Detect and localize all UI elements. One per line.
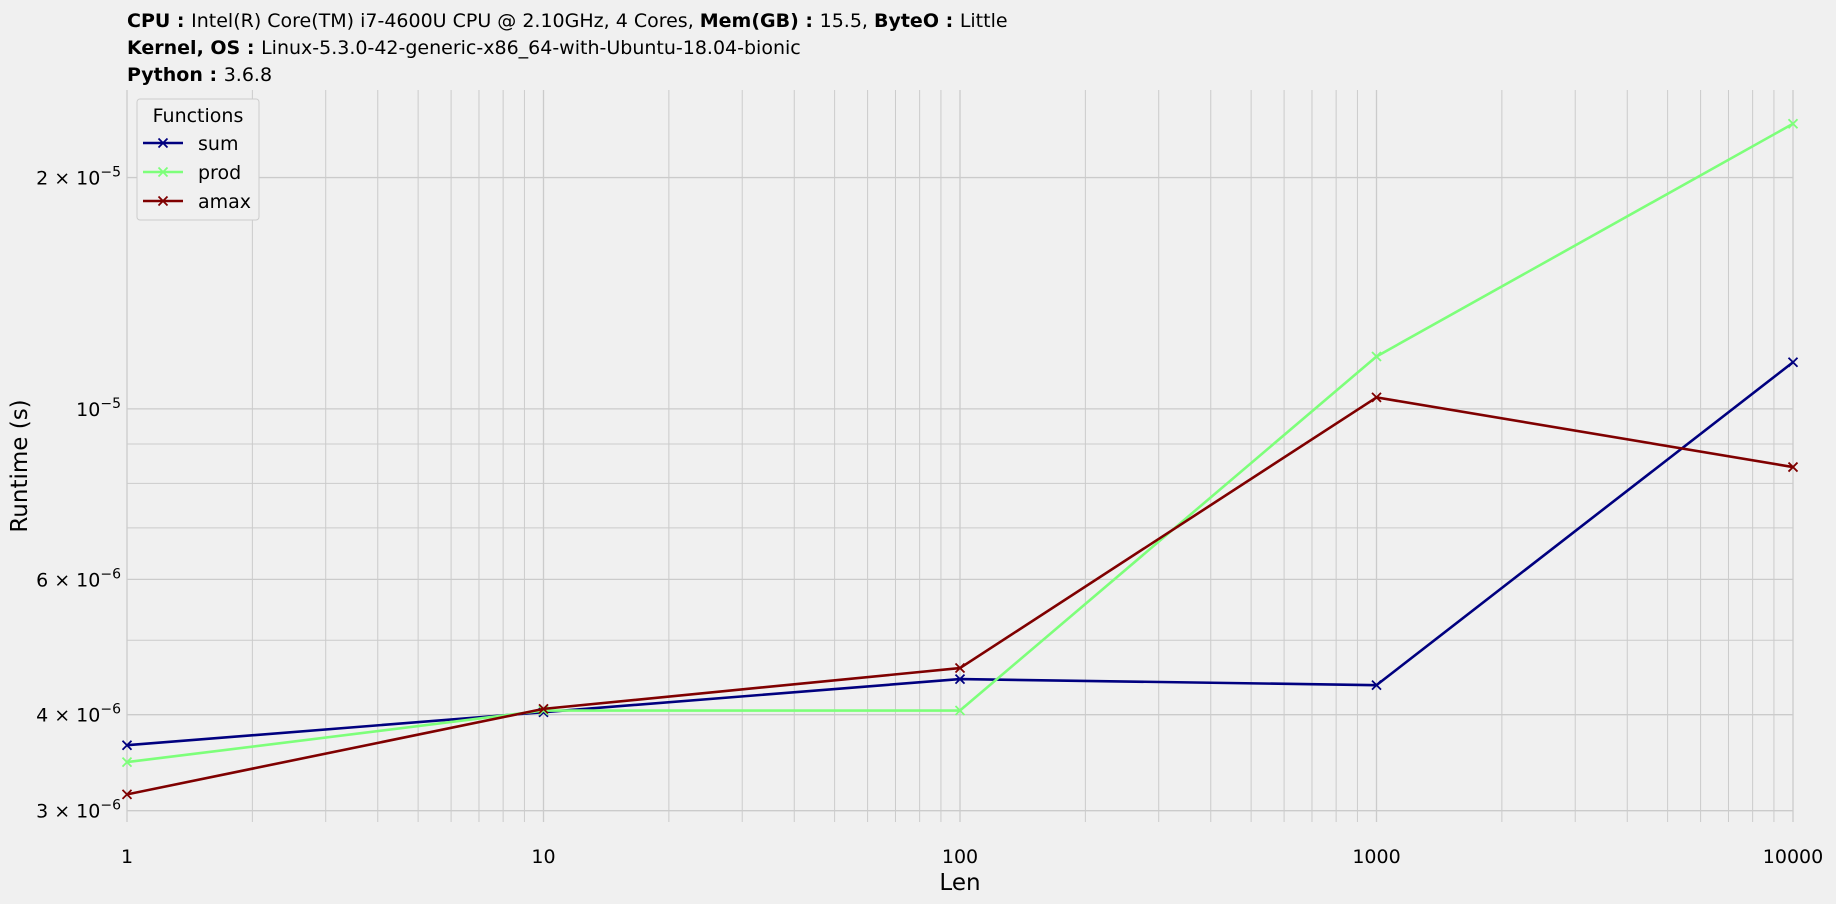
cpu-label: CPU <box>127 10 170 32</box>
kernel-colon: : <box>240 37 261 59</box>
python-line: Python : 3.6.8 <box>127 64 272 86</box>
legend-title: Functions <box>153 105 244 127</box>
kernel-value: Linux-5.3.0-42-generic-x86_64-with-Ubunt… <box>261 37 801 59</box>
kernel-line: Kernel, OS : Linux-5.3.0-42-generic-x86_… <box>127 37 801 59</box>
legend-marker-sum <box>157 137 169 149</box>
x-tick-labels: 1 10 100 1000 10000 <box>121 846 1823 868</box>
x-tick-label: 1 <box>121 846 133 868</box>
x-tick-label: 100 <box>942 846 978 868</box>
data-point-amax <box>1371 392 1382 403</box>
data-point-prod <box>1787 118 1799 129</box>
data-point-prod <box>121 756 133 768</box>
legend: Functions sum prod amax <box>136 98 260 221</box>
byteo-value: Little <box>960 10 1008 32</box>
legend-marker-amax <box>157 195 169 207</box>
byteo-colon: : <box>939 10 960 32</box>
kernel-label: Kernel, OS <box>127 37 240 59</box>
cpu-value: Intel(R) Core(TM) i7-4600U CPU @ 2.10GHz… <box>191 10 694 32</box>
data-point-sum <box>954 673 966 685</box>
data-point-prod <box>1371 351 1382 362</box>
legend-box <box>136 98 260 221</box>
system-info-header: CPU : Intel(R) Core(TM) i7-4600U CPU @ 2… <box>127 10 1008 86</box>
y-tick-label: 4 × 10−6 <box>36 702 121 727</box>
data-point-sum <box>1371 680 1382 691</box>
data-point-amax <box>1787 461 1799 473</box>
x-tick-label: 10000 <box>1763 846 1823 868</box>
data-point-amax <box>538 703 549 715</box>
y-tick-label: 10−5 <box>76 396 121 421</box>
legend-label-prod: prod <box>198 162 241 184</box>
y-axis-label: Runtime (s) <box>7 399 33 532</box>
series-lines <box>121 118 1799 800</box>
cpu-line: CPU : Intel(R) Core(TM) i7-4600U CPU @ 2… <box>127 10 1008 32</box>
grid <box>126 90 1794 822</box>
data-point-sum <box>121 740 133 751</box>
python-label: Python <box>127 64 203 86</box>
x-tick-label: 10 <box>531 846 555 868</box>
y-tick-label: 2 × 10−5 <box>36 165 121 190</box>
data-point-amax <box>121 789 133 800</box>
y-tick-label: 3 × 10−6 <box>36 798 121 823</box>
cpu-colon: : <box>170 10 191 32</box>
legend-label-sum: sum <box>198 133 238 155</box>
x-axis-label: Len <box>939 870 980 896</box>
series-amax <box>121 392 1799 800</box>
legend-label-amax: amax <box>198 191 251 213</box>
data-point-amax <box>954 662 966 674</box>
series-sum <box>121 357 1799 751</box>
mem-label: Mem(GB) <box>700 10 799 32</box>
y-tick-label: 6 × 10−6 <box>36 566 121 591</box>
x-tick-label: 1000 <box>1352 846 1400 868</box>
byteo-label: ByteO <box>874 10 939 32</box>
python-value: 3.6.8 <box>224 64 272 86</box>
mem-colon: : <box>799 10 820 32</box>
y-tick-labels: 3 × 10−6 4 × 10−6 6 × 10−6 10−5 2 × 10−5 <box>36 165 121 823</box>
data-point-prod <box>954 705 966 716</box>
python-colon: : <box>203 64 224 86</box>
series-prod <box>121 118 1799 768</box>
data-point-sum <box>1787 357 1799 368</box>
legend-marker-prod <box>157 166 169 178</box>
mem-value: 15.5, <box>820 10 868 32</box>
